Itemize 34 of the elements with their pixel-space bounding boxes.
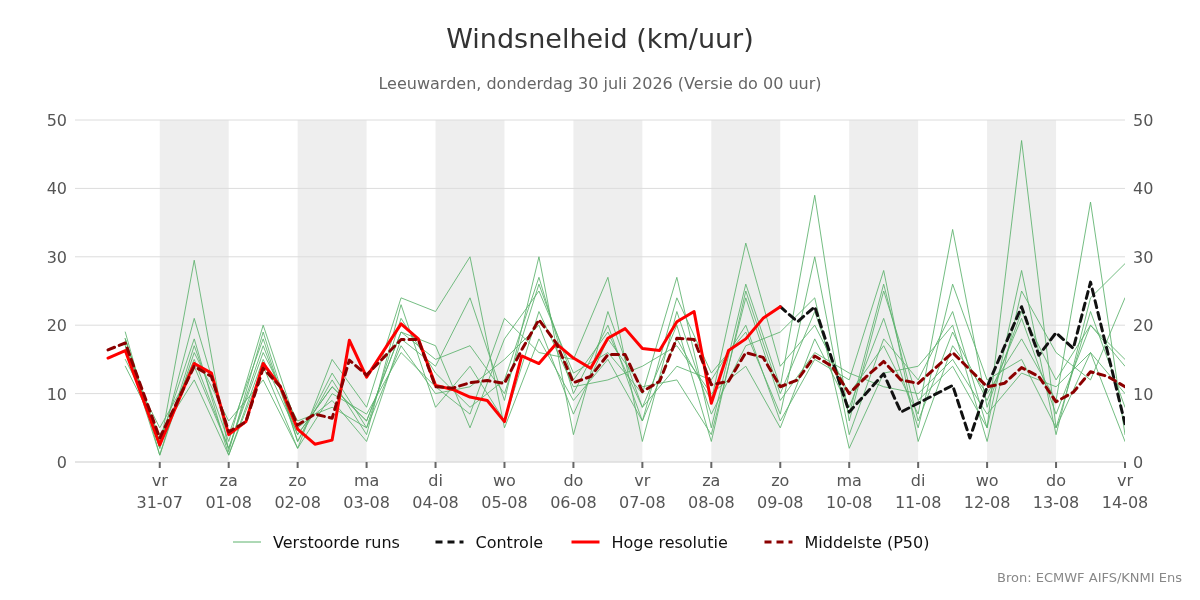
x-tick-label: vr 07-08 <box>619 471 666 512</box>
x-tick-label: zo 09-08 <box>757 471 804 512</box>
x-tick-label: di 04-08 <box>412 471 459 512</box>
x-tick-label: za 01-08 <box>205 471 252 512</box>
x-tick-label: vr 14-08 <box>1101 471 1149 512</box>
x-tick-label: di 11-08 <box>894 471 942 512</box>
x-tick-label: ma 03-08 <box>343 471 390 512</box>
chart-subtitle: Leeuwarden, donderdag 30 juli 2026 (Versie do 00 uur) <box>378 74 822 93</box>
legend-label: Verstoorde runs <box>273 533 400 552</box>
y-tick-label: 0 <box>56 453 67 472</box>
y-tick-label: 30 <box>46 247 67 267</box>
y2-tick-label: 30 <box>1133 247 1154 267</box>
y-tick-label: 40 <box>46 179 67 199</box>
x-tick-label: do 06-08 <box>550 471 597 512</box>
y2-tick-label: 50 <box>1133 111 1154 130</box>
y2-tick-label: 0 <box>1133 453 1144 472</box>
x-tick-label: ma 10-08 <box>825 471 873 512</box>
y-tick-label: 50 <box>46 111 67 130</box>
text: Bron: ECMWF AIFS/KNMI Ens <box>997 570 1183 585</box>
x-tick-label: wo 05-08 <box>481 471 528 512</box>
y-tick-label: 10 <box>46 384 67 404</box>
legend-label: Hoge resolutie <box>611 533 728 552</box>
legend-label: Controle <box>475 533 544 552</box>
y2-tick-label: 20 <box>1133 316 1154 336</box>
y-tick-label: 20 <box>46 316 67 336</box>
x-tick-label: wo 12-08 <box>963 471 1011 512</box>
x-tick-label: vr 31-07 <box>136 471 183 512</box>
x-tick-label: zo 02-08 <box>274 471 321 512</box>
y2-tick-label: 40 <box>1133 179 1154 199</box>
chart-title: Windsnelheid (km/uur) <box>446 23 754 54</box>
x-tick-label: do 13-08 <box>1032 471 1080 512</box>
legend-label: Middelste (P50) <box>804 533 930 552</box>
y2-tick-label: 10 <box>1133 384 1154 404</box>
x-tick-label: za 08-08 <box>688 471 735 512</box>
